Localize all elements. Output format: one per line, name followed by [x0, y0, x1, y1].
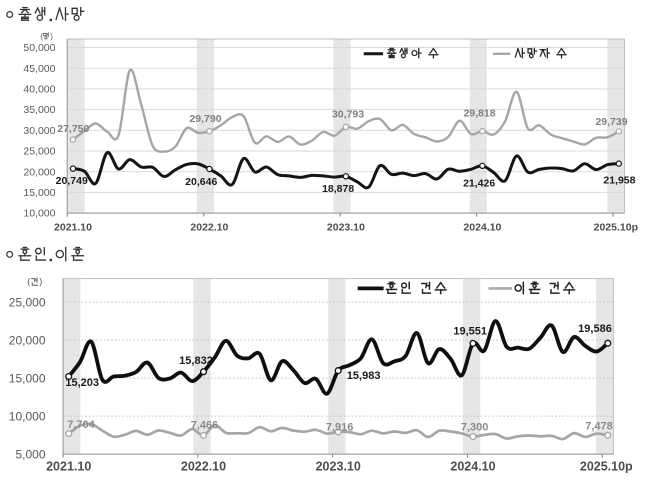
svg-text:(: (	[40, 32, 43, 41]
svg-text:2024.10: 2024.10	[463, 222, 501, 234]
svg-text:21,958: 21,958	[603, 175, 635, 187]
svg-text:15,983: 15,983	[347, 370, 381, 382]
svg-text:20,749: 20,749	[56, 175, 88, 187]
svg-text:2025.10p: 2025.10p	[580, 460, 633, 474]
svg-text:2024.10: 2024.10	[450, 460, 495, 474]
svg-text:30,793: 30,793	[332, 108, 364, 120]
svg-text:40,000: 40,000	[23, 84, 55, 96]
svg-text:35,000: 35,000	[23, 104, 55, 116]
svg-text:10,000: 10,000	[9, 409, 46, 423]
svg-text:2023.10: 2023.10	[316, 460, 361, 474]
svg-text:45,000: 45,000	[23, 63, 55, 75]
svg-text:21,426: 21,426	[463, 178, 495, 190]
svg-text:20,000: 20,000	[23, 166, 55, 178]
svg-text:15,000: 15,000	[9, 371, 46, 385]
svg-text:2021.10: 2021.10	[46, 460, 91, 474]
svg-text:25,000: 25,000	[23, 146, 55, 158]
svg-text:50,000: 50,000	[23, 42, 55, 54]
svg-text:15,203: 15,203	[65, 377, 99, 389]
svg-text:15,000: 15,000	[23, 187, 55, 199]
svg-text:2022.10: 2022.10	[181, 460, 226, 474]
svg-text:): )	[50, 32, 53, 41]
svg-text:7,478: 7,478	[585, 420, 613, 432]
svg-text:2023.10: 2023.10	[327, 222, 365, 234]
svg-text:20,000: 20,000	[9, 333, 46, 347]
svg-text:(: (	[27, 277, 30, 287]
svg-text:7,466: 7,466	[191, 420, 219, 432]
svg-text:7,300: 7,300	[461, 421, 489, 433]
svg-text:20,646: 20,646	[185, 176, 217, 188]
svg-text:2025.10p: 2025.10p	[594, 222, 638, 234]
svg-text:29,818: 29,818	[463, 107, 495, 119]
svg-text:25,000: 25,000	[9, 295, 46, 309]
svg-text:19,551: 19,551	[453, 326, 487, 338]
svg-text:2021.10: 2021.10	[54, 222, 92, 234]
svg-text:15,832: 15,832	[179, 355, 213, 367]
svg-text:27,750: 27,750	[57, 123, 89, 135]
svg-text:29,739: 29,739	[595, 116, 627, 128]
svg-text:19,586: 19,586	[578, 323, 612, 335]
svg-text:2022.10: 2022.10	[190, 222, 228, 234]
svg-text:29,790: 29,790	[189, 113, 221, 125]
svg-text:30,000: 30,000	[23, 125, 55, 137]
svg-text:10,000: 10,000	[23, 208, 55, 220]
svg-text:): )	[39, 277, 42, 287]
svg-text:5,000: 5,000	[15, 447, 45, 461]
svg-text:18,878: 18,878	[322, 183, 354, 195]
svg-text:7,916: 7,916	[326, 421, 354, 433]
svg-text:7,704: 7,704	[67, 419, 95, 431]
